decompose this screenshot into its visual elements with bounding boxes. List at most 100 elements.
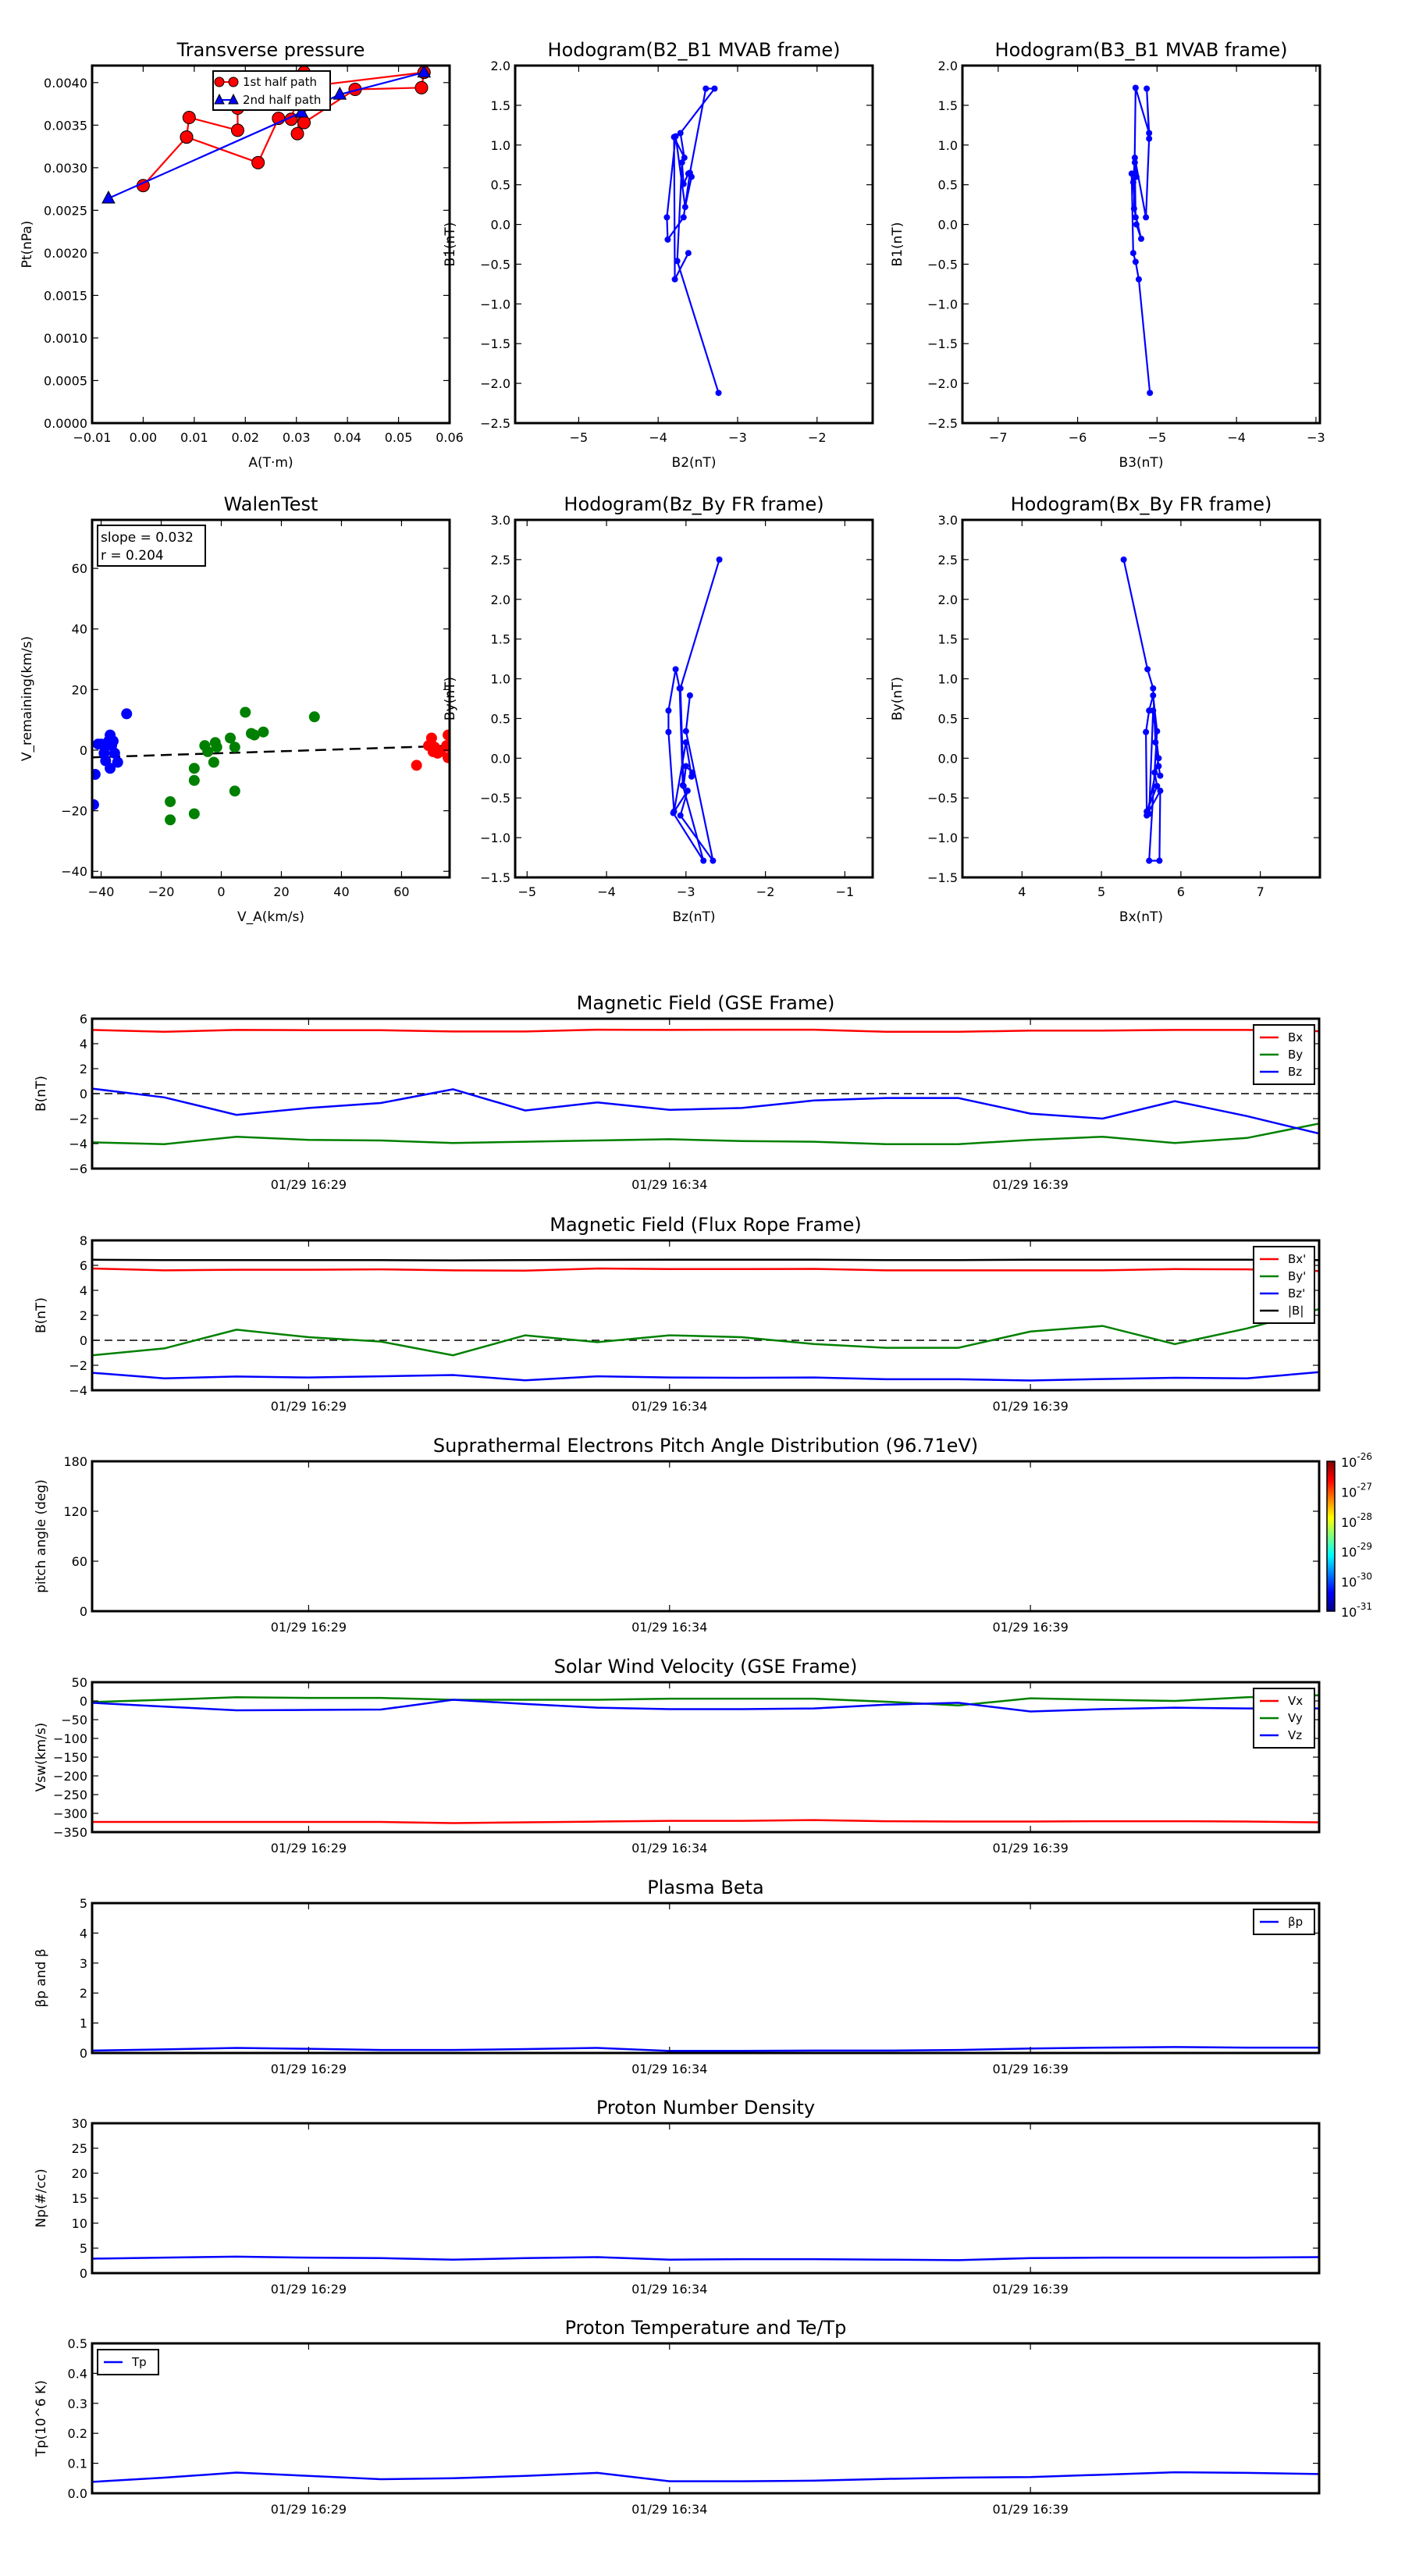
chart-hodogram-bz-by: Hodogram(Bz_By FR frame) −1.5 −1.0 −0.5 0.0 0… [443,493,874,925]
chart-hodogram-bx-by: Hodogram(Bx_By FR frame) −1.5 −1.0 −0.5 0.0 0… [890,493,1321,925]
y-tick-label: −4 [69,1383,87,1398]
x-tick-label: 01/29 16:39 [992,1399,1068,1414]
x-tick-label: 01/29 16:29 [271,1841,347,1856]
y-tick-label: 0.0 [938,218,958,233]
colorbar-label-exp: -31 [1357,1601,1372,1612]
legend-label: 1st half path [243,75,317,89]
legend-label: By' [1288,1269,1306,1283]
data-point [1132,214,1139,221]
chart-transverse-pressure: Transverse pressure 0.0000 0.0005 0.0010 0.0… [20,39,464,471]
y-tick-label: −350 [53,1825,87,1840]
data-point [251,155,265,169]
y-axis-label: pitch angle (deg) [34,1479,49,1593]
plot-frame [961,518,1321,879]
x-axis-label: V_A(km/s) [237,909,304,925]
series-line-by [92,1123,1319,1146]
x-tick-label: 7 [1257,884,1264,899]
y-tick-label: 0.2 [68,2426,87,2441]
x-tick-label: 01/29 16:34 [631,1841,707,1856]
y-tick-label: 60 [72,561,87,576]
data-point [1133,173,1140,180]
x-axis-label: A(T·m) [248,455,293,471]
series-line-vy [92,1694,1319,1707]
y-tick-label: −200 [53,1769,87,1784]
x-tick-label: −6 [1069,430,1087,445]
data-point [1146,810,1153,817]
colorbar-label-exp: -30 [1357,1571,1372,1582]
y-tick-label: 2 [80,1308,87,1323]
y-axis-label: By(nT) [890,677,905,720]
y-tick-label: 0.3 [68,2396,87,2411]
data-point [1131,159,1138,166]
y-tick-label: 1.0 [491,672,510,687]
x-axis-label: B3(nT) [1119,455,1164,471]
y-tick-label: 0 [80,1694,87,1709]
chart-title: Plasma Beta [647,1877,763,1898]
data-point [663,214,670,221]
data-point [229,785,240,797]
data-point [240,706,251,718]
plot-area [92,2046,1319,2052]
data-point [248,729,260,741]
data-point [681,204,688,211]
colorbar-label-base: 10 [1341,1515,1357,1530]
chart-title: Hodogram(Bx_By FR frame) [1011,493,1272,515]
y-tick-label: 1.5 [491,98,510,113]
x-tick-label: 01/29 16:39 [992,1177,1068,1192]
data-point [1150,707,1157,714]
plot-frame [91,1460,1321,1613]
data-point [1146,135,1153,142]
y-tick-label: 20 [72,682,87,697]
y-tick-label: 0.0015 [44,288,87,303]
data-point [678,159,685,166]
plot-frame [961,64,1321,425]
x-tick-label: 20 [273,884,289,899]
data-point [1154,728,1161,735]
chart-density: Proton Number Density 0 5 10 15 20 25 30 01/29 1… [34,2097,1321,2297]
y-tick-label: 1.0 [938,672,958,687]
plot-area [92,1028,1319,1146]
y-tick-label: 2 [80,1986,87,2001]
y-tick-label: −6 [69,1162,87,1176]
plot-area [1120,556,1164,864]
series-line-b [92,1258,1319,1261]
colorbar-label: 10-31 [1341,1601,1372,1620]
x-tick-label: −3 [677,884,695,899]
data-point [682,728,689,735]
y-tick-label: 180 [63,1454,87,1469]
y-tick-label: 5 [80,2241,87,2256]
y-tick-label: 0 [80,1333,87,1348]
plot-frame [91,64,451,425]
x-tick-label: −2 [756,884,775,899]
data-point [1133,221,1140,228]
y-tick-label: −1.0 [927,297,958,311]
y-tick-label: 2.0 [491,592,510,607]
chart-hodogram-b2-b1: Hodogram(B2_B1 MVAB frame) −2.5 −2.0 −1.5 −1… [443,39,874,471]
data-point [1152,738,1159,745]
plot-frame [91,2122,1321,2275]
chart-title: Proton Temperature and Te/Tp [565,2317,847,2339]
chart-title: Hodogram(B2_B1 MVAB frame) [548,39,841,61]
x-tick-label: 01/29 16:29 [271,1620,347,1635]
data-point [425,732,437,744]
y-tick-label: 1.5 [938,98,958,113]
data-point [680,214,687,221]
y-axis-label: V_remaining(km/s) [20,636,35,761]
y-tick-label: 0 [80,743,87,758]
data-point [229,742,240,753]
y-tick-label: −2.0 [927,376,958,391]
series-line-by [92,1308,1319,1357]
y-tick-label: 0 [80,1087,87,1101]
y-tick-label: −100 [53,1731,87,1746]
data-point [1129,250,1136,257]
y-tick-label: 4 [80,1037,87,1051]
y-tick-label: −50 [61,1713,87,1727]
x-tick-label: 01/29 16:39 [992,2282,1068,2297]
y-tick-label: −1.0 [480,831,510,845]
data-point [670,809,677,817]
y-tick-label: 0.0 [491,751,510,766]
y-tick-label: −1.0 [927,831,958,845]
legend-label: Bz [1288,1065,1302,1079]
y-tick-label: 0 [80,2266,87,2281]
y-tick-label: 0.0035 [44,118,87,133]
